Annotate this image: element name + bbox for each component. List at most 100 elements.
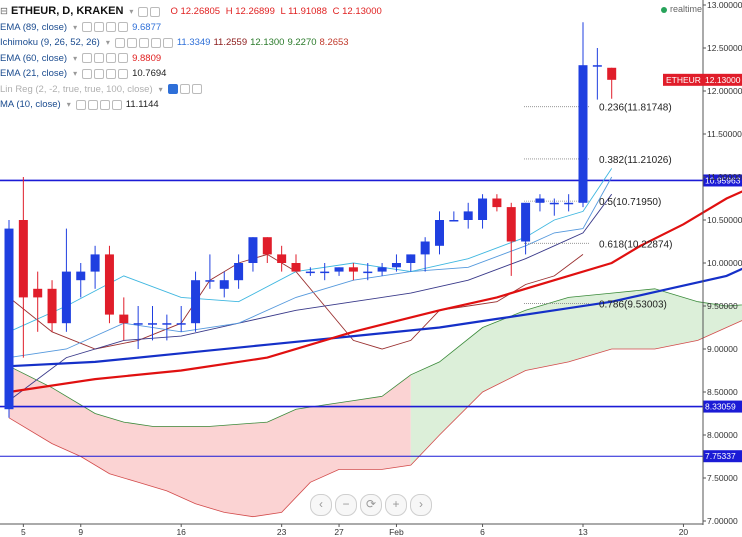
eye-icon[interactable] [82,53,93,64]
candle-body [478,198,488,220]
indicator-value: 11.3349 [176,37,211,48]
indicator-value: 10.7694 [132,68,167,79]
settings-icon[interactable] [94,22,105,33]
price-level-label: 10.95963 [705,175,741,185]
open-value: O 12.26805 [170,6,221,17]
scroll-right-button[interactable]: › [410,494,432,516]
settings-icon[interactable] [126,37,137,48]
close-icon[interactable] [118,22,129,33]
time-tick-label: 16 [176,527,186,537]
eye-icon[interactable] [167,84,178,95]
add-icon[interactable] [99,99,110,110]
symbol-row[interactable]: ⊟ ETHEUR, D, KRAKEN ▾ O 12.26805 H 12.26… [0,4,382,20]
candle-body [592,65,602,67]
eye-icon[interactable] [114,37,125,48]
candle-body [248,237,258,263]
candle-body [506,207,516,242]
close-icon[interactable] [118,53,129,64]
ohlc-readout: O 12.26805 H 12.26899 L 11.91088 C 12.13… [167,4,381,20]
candle-body [463,211,473,220]
ichimoku-cloud-bullish [410,288,742,466]
candle-body [363,271,373,274]
add-icon[interactable] [106,68,117,79]
eye-icon[interactable] [82,22,93,33]
status-dot-icon [661,6,667,13]
indicator-label[interactable]: Ichimoku (9, 26, 52, 26) [0,37,100,48]
candle-body [219,280,229,289]
candle-body [205,280,215,282]
time-tick-label: 23 [277,527,287,537]
scroll-left-button[interactable]: ‹ [310,494,332,516]
indicator-ma10[interactable]: MA (10, close) ▾ 11.1144 [0,97,382,113]
candle-body [334,267,344,272]
price-tick-label: 12.00000 [707,86,742,96]
eye-icon[interactable] [75,99,86,110]
realtime-indicator: realtime [661,4,702,14]
indicator-label[interactable]: EMA (89, close) [0,21,68,33]
chevron-down-icon[interactable]: ▾ [129,7,134,16]
chevron-down-icon[interactable]: ▾ [158,84,163,94]
zoom-out-button[interactable]: − [335,494,357,516]
close-icon[interactable] [111,99,122,110]
indicator-label[interactable]: MA (10, close) [0,99,61,110]
close-icon[interactable] [162,37,173,48]
price-tick-label: 10.00000 [707,258,742,268]
indicator-ema21[interactable]: EMA (21, close) ▾ 10.7694 [0,66,382,82]
add-icon[interactable] [106,22,117,33]
fib-level-label: 0.618(10.22874) [599,239,672,250]
fib-level-label: 0.236(11.81748) [599,103,672,114]
candle-body [176,323,186,325]
time-tick-label: 9 [78,527,83,537]
price-level-label: 7.75337 [705,451,736,461]
add-icon[interactable] [150,37,161,48]
indicator-value: 8.2653 [319,37,349,48]
indicator-ema60[interactable]: EMA (60, close) ▾ 9.8809 [0,51,382,67]
time-tick-label: 5 [21,527,26,537]
symbol-label[interactable]: ETHEUR, D, KRAKEN [10,5,124,17]
senkou-span-b-line [8,320,742,518]
candle-body [262,237,272,255]
indicator-value: 11.2559 [213,37,248,48]
price-tick-label: 11.50000 [707,129,742,139]
indicator-label[interactable]: Lin Reg (2, -2, true, true, 100, close) [0,83,153,95]
price-tick-label: 9.50000 [707,301,738,311]
candle-body [348,267,358,272]
eye-icon[interactable] [82,68,93,79]
candle-body [47,288,57,324]
time-tick-label: 13 [578,527,588,537]
chevron-down-icon[interactable]: ▾ [73,69,78,78]
source-icon[interactable] [138,37,149,48]
zoom-in-button[interactable]: + [385,494,407,516]
eye-icon[interactable] [138,6,149,17]
chevron-down-icon[interactable]: ▾ [105,38,110,47]
settings-icon[interactable] [179,84,190,95]
settings-icon[interactable] [150,6,161,17]
indicator-value: 9.8809 [132,52,162,64]
candle-body [133,323,143,325]
collapse-icon[interactable]: ⊟ [0,6,8,17]
indicator-ichimoku[interactable]: Ichimoku (9, 26, 52, 26) ▾ 11.3349 11.25… [0,35,382,51]
price-level-tag [703,174,742,187]
settings-icon[interactable] [94,53,105,64]
candle-body [449,220,459,222]
candle-body [521,202,531,242]
indicator-label[interactable]: EMA (21, close) [0,68,68,79]
price-tick-label: 8.50000 [707,387,738,397]
indicator-linreg[interactable]: Lin Reg (2, -2, true, true, 100, close) … [0,82,382,98]
indicator-ema89[interactable]: EMA (89, close) ▾ 9.6877 [0,20,382,36]
chevron-down-icon[interactable]: ▾ [73,53,78,63]
price-tick-label: 8.00000 [707,430,738,440]
add-icon[interactable] [106,53,117,64]
close-icon[interactable] [191,84,202,95]
chevron-down-icon[interactable]: ▾ [73,22,78,32]
candle-body [104,254,114,315]
chevron-down-icon[interactable]: ▾ [66,100,71,109]
realtime-label: realtime [670,4,703,14]
settings-icon[interactable] [87,99,98,110]
indicator-label[interactable]: EMA (60, close) [0,52,68,64]
settings-icon[interactable] [94,68,105,79]
close-icon[interactable] [118,68,129,79]
reset-button[interactable]: ⟳ [360,494,382,516]
